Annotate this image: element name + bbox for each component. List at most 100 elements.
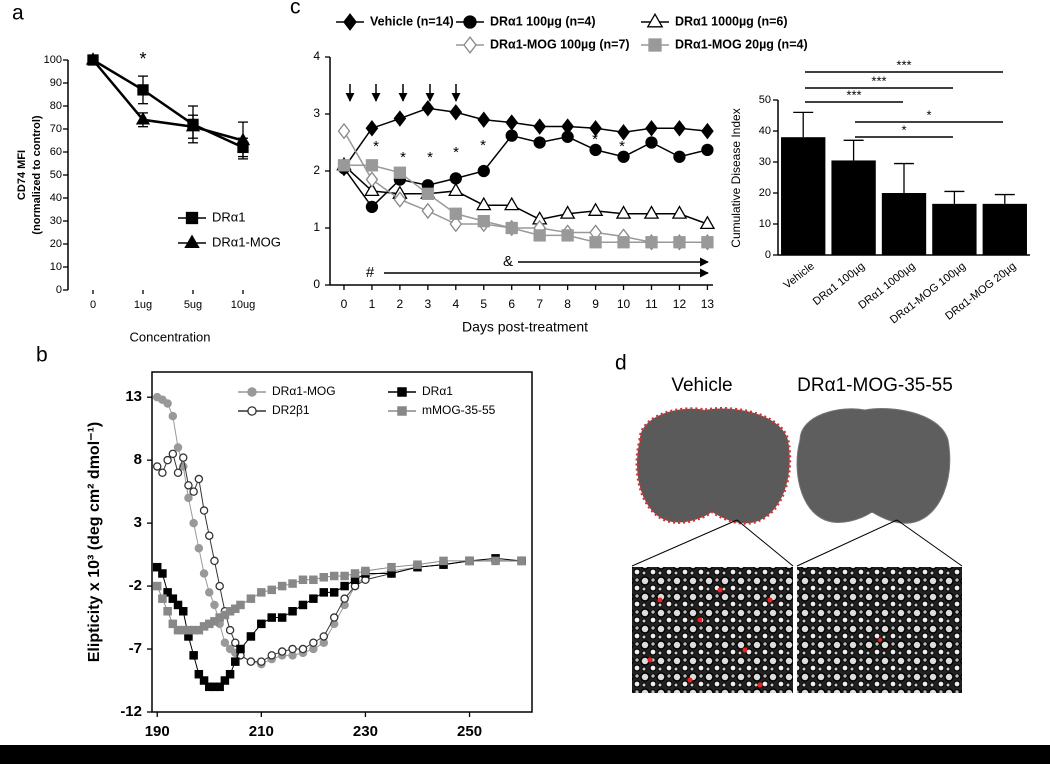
legend-label: DRα1 bbox=[422, 384, 453, 398]
marker bbox=[701, 236, 714, 249]
bar bbox=[881, 193, 927, 255]
marker bbox=[393, 191, 407, 208]
marker bbox=[189, 487, 198, 496]
marker bbox=[421, 187, 434, 200]
y-tick-label: 0 bbox=[313, 277, 320, 291]
y-tick-label: -2 bbox=[129, 577, 142, 594]
marker bbox=[465, 556, 474, 566]
marker bbox=[364, 182, 380, 197]
x-tick-label: 12 bbox=[673, 297, 687, 311]
marker bbox=[309, 594, 318, 603]
x-tick-label: 4 bbox=[452, 297, 459, 311]
marker bbox=[673, 150, 686, 163]
marker bbox=[561, 229, 574, 242]
bar bbox=[932, 203, 977, 255]
x-tick-label: 1 bbox=[369, 297, 376, 311]
legend-label: DR2β1 bbox=[272, 403, 310, 417]
y-tick-label: 100 bbox=[44, 54, 62, 66]
image-label: DRα1-MOG-35-55 bbox=[797, 375, 953, 396]
marker bbox=[189, 651, 198, 660]
marker bbox=[152, 562, 162, 572]
marker bbox=[701, 122, 714, 140]
marker bbox=[277, 613, 287, 622]
y-tick-label: 30 bbox=[759, 156, 771, 168]
y-axis-label: CD74 MFI bbox=[16, 150, 28, 200]
zoom-line bbox=[796, 519, 898, 567]
marker bbox=[589, 120, 602, 137]
micrograph bbox=[632, 567, 793, 693]
marker bbox=[288, 607, 297, 616]
marker bbox=[319, 573, 329, 582]
series-line bbox=[92, 58, 244, 149]
marker bbox=[449, 172, 462, 185]
treatment-arrows bbox=[345, 84, 709, 278]
marker bbox=[267, 585, 276, 595]
zoom-line bbox=[896, 519, 963, 567]
legend-label: DRα1-MOG 100µg (n=7) bbox=[490, 37, 630, 51]
marker bbox=[288, 644, 297, 654]
marker bbox=[277, 647, 287, 656]
legend-label: Vehicle (n=14) bbox=[370, 14, 454, 28]
bottom-band bbox=[0, 745, 1050, 764]
x-tick-label: Vehicle bbox=[781, 260, 816, 291]
marker bbox=[505, 129, 518, 142]
marker bbox=[365, 120, 379, 137]
annotation: * bbox=[592, 131, 598, 148]
marker bbox=[184, 493, 193, 503]
x-tick-label: 210 bbox=[249, 723, 274, 740]
marker bbox=[615, 205, 632, 219]
marker bbox=[163, 607, 172, 616]
marker bbox=[298, 575, 308, 585]
marker bbox=[298, 600, 308, 610]
marker bbox=[205, 588, 214, 597]
y-tick-label: -7 bbox=[129, 640, 142, 657]
marker bbox=[559, 205, 576, 219]
marker bbox=[589, 143, 602, 157]
marker bbox=[561, 130, 574, 143]
marker bbox=[215, 581, 224, 591]
marker bbox=[350, 569, 360, 578]
marker bbox=[476, 196, 492, 211]
y-tick-label: 10 bbox=[50, 261, 62, 273]
marker bbox=[173, 468, 183, 477]
marker bbox=[491, 556, 500, 566]
y-tick-label: 0 bbox=[765, 249, 771, 261]
marker bbox=[246, 594, 256, 603]
marker bbox=[477, 215, 490, 228]
marker bbox=[298, 644, 308, 654]
panel-label: c bbox=[290, 0, 301, 19]
marker bbox=[365, 200, 379, 214]
marker bbox=[194, 474, 204, 484]
micrograph bbox=[797, 567, 962, 693]
zoom-line bbox=[631, 519, 738, 567]
marker bbox=[533, 136, 546, 149]
y-tick-label: -12 bbox=[120, 703, 142, 720]
marker bbox=[329, 571, 339, 581]
marker bbox=[393, 166, 407, 179]
marker bbox=[231, 657, 240, 666]
panel-label: b bbox=[36, 344, 48, 367]
y-tick-label: 2 bbox=[313, 163, 320, 177]
annotation: * bbox=[619, 138, 625, 155]
y-tick-label: 8 bbox=[134, 451, 142, 468]
marker bbox=[189, 518, 198, 528]
series-line bbox=[92, 59, 244, 142]
y-axis-label: (normalized to control) bbox=[31, 115, 43, 235]
marker bbox=[533, 229, 546, 242]
x-tick-label: 9 bbox=[592, 297, 599, 311]
y-tick-label: 20 bbox=[759, 187, 771, 199]
legend-marker bbox=[247, 387, 257, 397]
annotation: * bbox=[480, 137, 486, 154]
legend-marker bbox=[397, 406, 407, 416]
y-tick-label: 60 bbox=[50, 146, 62, 158]
marker bbox=[645, 236, 658, 249]
y-tick-label: 4 bbox=[313, 49, 320, 63]
y-tick-label: 1 bbox=[313, 220, 320, 234]
x-tick-label: 10 bbox=[617, 297, 631, 311]
marker bbox=[257, 619, 266, 629]
legend-marker bbox=[463, 15, 477, 29]
marker bbox=[199, 506, 209, 515]
x-tick-label: 190 bbox=[145, 723, 170, 740]
significance-label: * bbox=[901, 122, 906, 137]
